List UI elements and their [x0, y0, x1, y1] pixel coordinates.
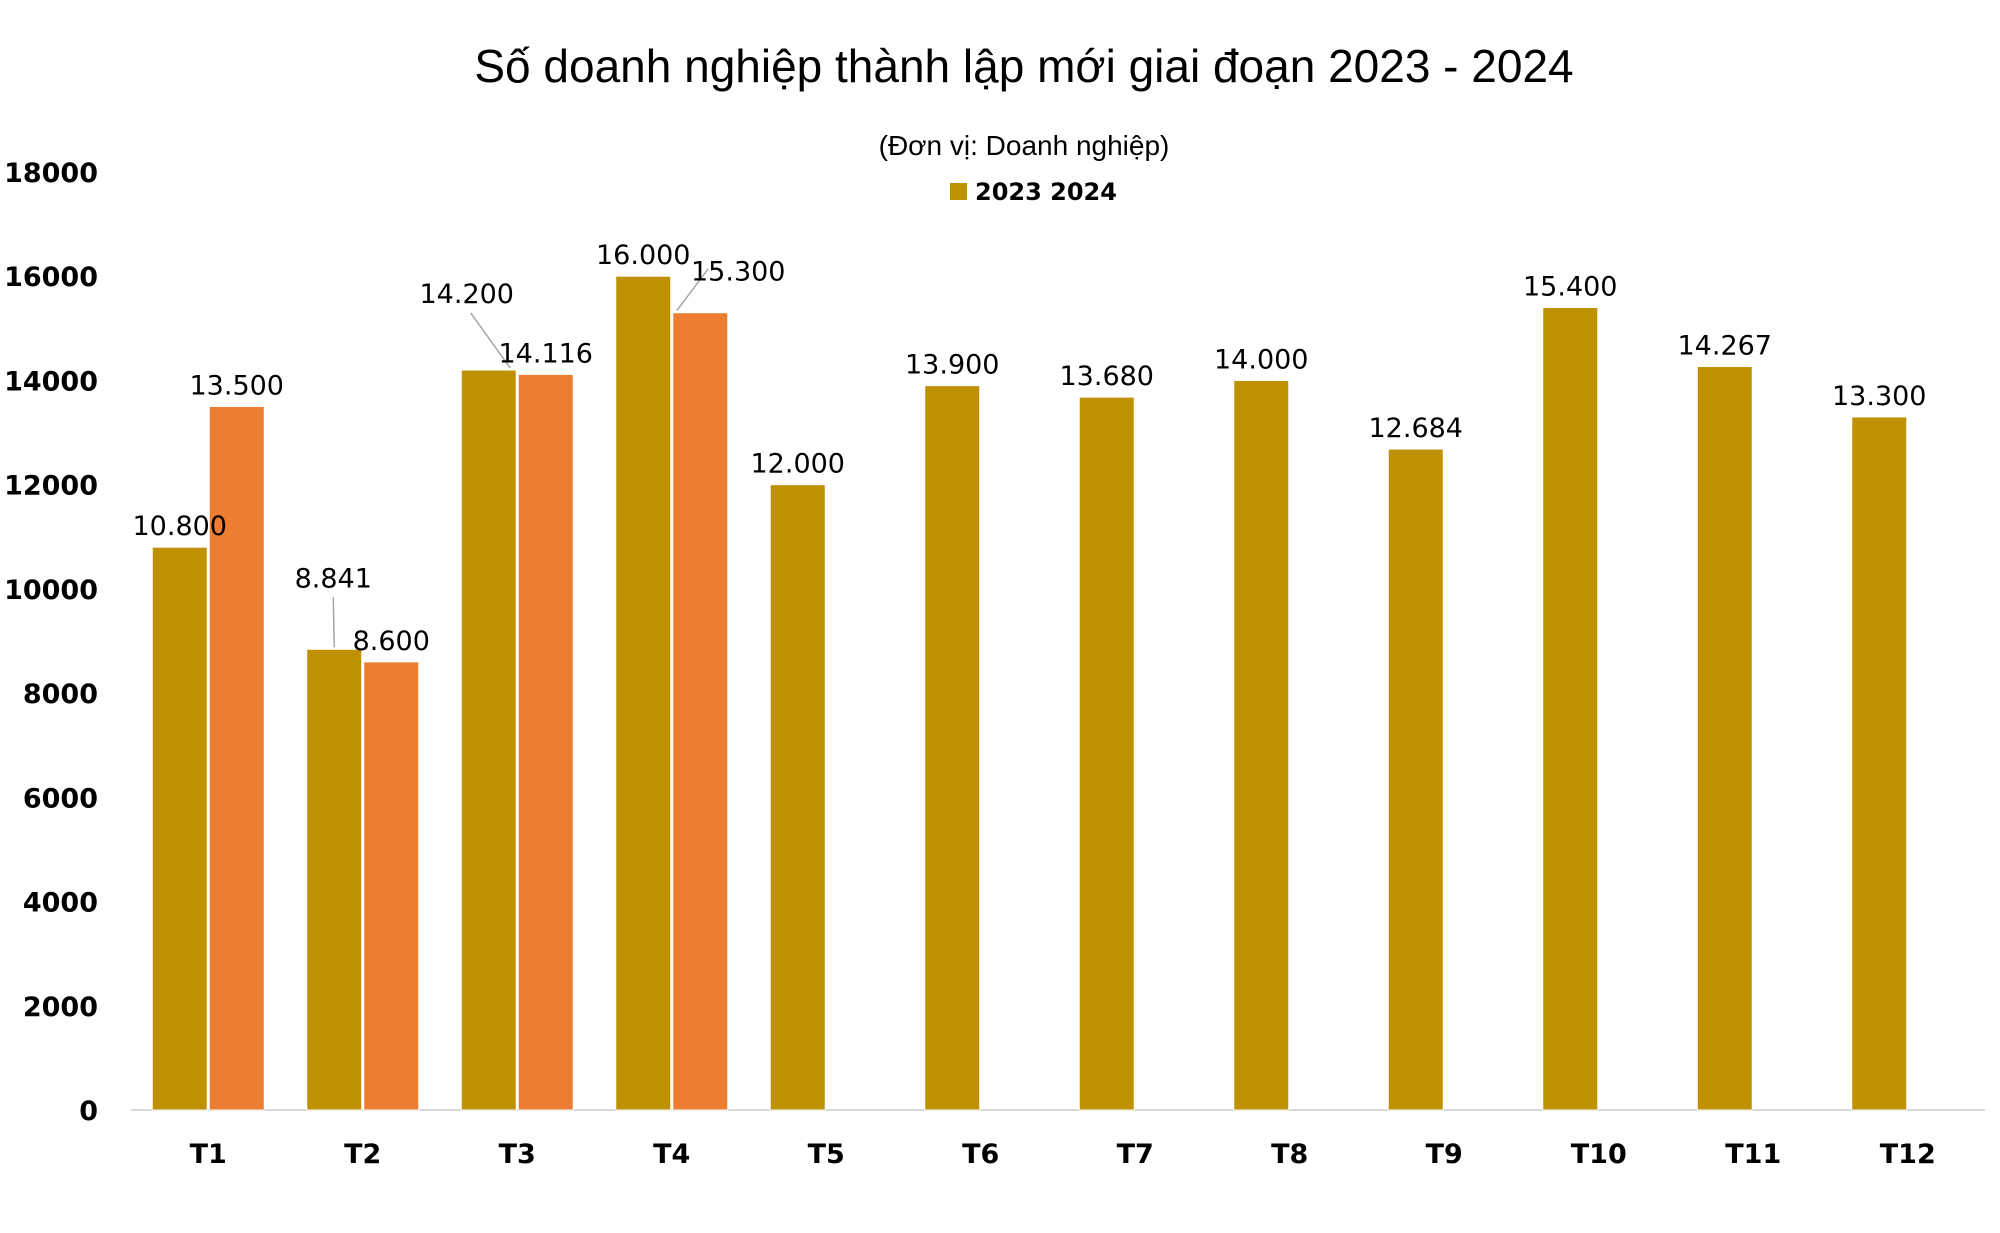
x-tick-label: T8 [1271, 1139, 1308, 1170]
x-tick-label: T5 [808, 1139, 845, 1170]
data-label: 15.400 [1523, 271, 1617, 302]
bar-T2-series-2 [363, 661, 420, 1111]
bars [151, 275, 1908, 1111]
x-tick-label: T11 [1725, 1139, 1781, 1170]
bar-T7-series-1 [1078, 396, 1135, 1111]
x-tick-label: T6 [962, 1139, 999, 1170]
bar-T9-series-1 [1387, 448, 1444, 1111]
legend: 2023 2024 [950, 178, 1117, 206]
leader-line [676, 268, 709, 312]
y-tick-label: 0 [79, 1096, 98, 1127]
bar-T5-series-1 [769, 484, 826, 1111]
data-label: 12.684 [1369, 413, 1463, 444]
y-tick-label: 8000 [23, 679, 98, 710]
data-label: 8.841 [295, 563, 372, 594]
y-tick-label: 16000 [4, 262, 98, 293]
bar-T1-series-2 [208, 406, 265, 1111]
chart-subtitle: (Đơn vị: Doanh nghiệp) [879, 130, 1170, 161]
bar-T1-series-1 [151, 546, 208, 1111]
x-tick-label: T2 [344, 1139, 381, 1170]
data-label: 16.000 [596, 240, 690, 271]
data-label: 13.300 [1832, 381, 1926, 412]
data-label: 15.300 [691, 257, 785, 288]
bar-T6-series-1 [924, 385, 981, 1111]
data-label: 12.000 [751, 449, 845, 480]
y-tick-label: 14000 [4, 366, 98, 397]
data-label: 14.267 [1678, 331, 1772, 362]
bar-T10-series-1 [1542, 306, 1599, 1111]
y-tick-label: 2000 [23, 992, 98, 1023]
bar-T3-series-2 [517, 373, 574, 1111]
y-axis: 0 2000 4000 6000 8000 10000 12000 14000 16000 180… [4, 158, 98, 1127]
bar-T8-series-1 [1233, 379, 1290, 1111]
leader-lines [332, 268, 709, 648]
data-label: 8.600 [353, 626, 430, 657]
x-tick-label: T9 [1426, 1139, 1463, 1170]
bar-T4-series-1 [615, 275, 672, 1111]
bar-T4-series-2 [672, 312, 729, 1111]
bar-T12-series-1 [1851, 416, 1908, 1111]
legend-swatch [950, 183, 967, 200]
y-tick-label: 6000 [23, 783, 98, 814]
leader-line [332, 597, 335, 648]
x-tick-label: T1 [190, 1139, 227, 1170]
y-tick-label: 18000 [4, 158, 98, 189]
data-label: 14.000 [1214, 344, 1308, 375]
data-label: 13.900 [905, 350, 999, 381]
data-label: 14.200 [420, 279, 514, 310]
x-axis: T1 T2 T3 T4 T5 T6 T7 T8 T9 T10 T11 T12 [190, 1139, 1936, 1170]
data-label: 13.680 [1060, 361, 1154, 392]
bar-T2-series-1 [306, 648, 363, 1111]
legend-label: 2023 2024 [975, 178, 1117, 206]
x-tick-label: T7 [1117, 1139, 1154, 1170]
x-tick-label: T10 [1571, 1139, 1627, 1170]
chart-title: Số doanh nghiệp thành lập mới giai đoạn … [474, 40, 1573, 92]
x-tick-label: T4 [653, 1139, 690, 1170]
y-tick-label: 4000 [23, 888, 98, 919]
data-label: 10.800 [133, 511, 227, 542]
data-label: 13.500 [190, 371, 284, 402]
x-tick-label: T3 [499, 1139, 536, 1170]
bar-T3-series-1 [460, 369, 517, 1111]
y-tick-label: 10000 [4, 575, 98, 606]
bar-T11-series-1 [1696, 366, 1753, 1111]
x-tick-label: T12 [1880, 1139, 1936, 1170]
data-labels: 10.800 8.841 14.200 16.000 12.000 13.900 13.68… [133, 240, 1927, 657]
data-label: 14.116 [499, 338, 593, 369]
leader-line [470, 312, 511, 369]
y-tick-label: 12000 [4, 471, 98, 502]
